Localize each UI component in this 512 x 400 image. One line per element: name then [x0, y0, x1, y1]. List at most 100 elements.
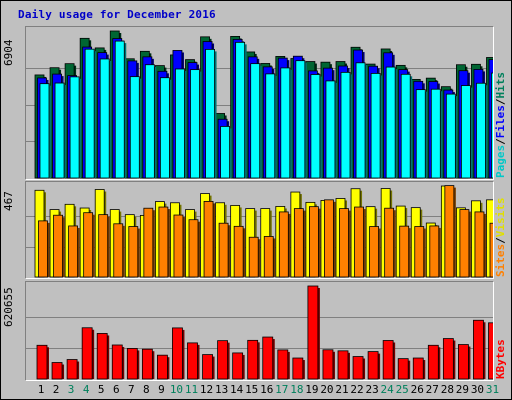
- bar-sites-day-13: [218, 222, 231, 278]
- sites-visits-panel: [25, 181, 494, 279]
- day-label: 9: [158, 383, 165, 396]
- bar-kbytes-day-1: [36, 344, 49, 380]
- bar-kbytes-day-3: [66, 359, 80, 380]
- bar-kbytes-day-4: [81, 327, 95, 380]
- bar-sites-day-2: [53, 214, 65, 278]
- bar-sites-day-22: [354, 206, 366, 278]
- bar-pages-day-12: [205, 48, 217, 179]
- bar-sites-day-26: [414, 226, 426, 278]
- day-axis: 1 2 3 4 5 6 7 8 9 10 11 12 13 14 15 16 17 18 19 20 21 22 23 24 2…: [25, 383, 499, 397]
- bar-sites-day-1: [38, 220, 50, 278]
- bar-pages-day-6: [114, 40, 127, 179]
- bar-pages-day-15: [250, 63, 262, 179]
- bar-kbytes-day-12: [202, 354, 215, 380]
- bar-sites-day-20: [324, 199, 336, 278]
- sites-visits-legend: Sites/Visits: [494, 181, 507, 278]
- legend-files: Files: [494, 105, 507, 139]
- bar-pages-day-13: [220, 126, 232, 179]
- bar-pages-day-16: [265, 73, 277, 179]
- bar-kbytes-day-31: [488, 322, 493, 380]
- day-label: 7: [127, 383, 135, 396]
- day-label: 20: [320, 383, 334, 396]
- hits-files-pages-legend: Pages/Files/Hits: [494, 26, 507, 178]
- bar-kbytes-day-15: [247, 339, 260, 380]
- legend-slash: /: [494, 98, 507, 106]
- bar-pages-day-7: [129, 76, 142, 179]
- bar-sites-day-16: [263, 236, 276, 278]
- bar-sites-day-30: [474, 211, 486, 278]
- bar-pages-day-10: [175, 68, 187, 179]
- legend-slash: /: [494, 138, 507, 145]
- bar-sites-day-18: [293, 208, 306, 278]
- day-label: 14: [230, 383, 244, 396]
- day-label: 10: [169, 383, 184, 396]
- bar-kbytes-day-23: [367, 351, 381, 380]
- bar-sites-day-4: [83, 212, 95, 278]
- day-label: 6: [112, 383, 120, 396]
- bar-pages-day-18: [295, 60, 307, 179]
- bar-kbytes-day-13: [217, 340, 230, 380]
- bar-kbytes-day-16: [262, 336, 275, 380]
- kbytes-legend: KBytes: [494, 281, 507, 379]
- bar-pages-day-20: [325, 80, 337, 179]
- day-label: 31: [485, 383, 500, 396]
- bar-kbytes-day-17: [277, 349, 290, 380]
- bar-pages-day-22: [355, 62, 368, 179]
- bar-sites-day-21: [339, 208, 351, 278]
- bar-kbytes-day-11: [187, 342, 200, 380]
- bar-sites-day-23: [369, 226, 381, 278]
- bar-pages-day-3: [69, 76, 82, 179]
- bar-pages-day-14: [235, 41, 247, 179]
- bar-pages-day-31: [491, 72, 493, 179]
- bar-kbytes-day-14: [232, 352, 245, 380]
- bar-sites-day-15: [248, 236, 261, 278]
- bar-kbytes-day-21: [337, 350, 350, 380]
- bar-pages-day-17: [280, 67, 292, 179]
- day-label: 4: [82, 383, 90, 396]
- bar-sites-day-19: [308, 206, 321, 278]
- day-label: 12: [199, 383, 214, 396]
- bar-kbytes-day-18: [292, 357, 305, 380]
- bar-sites-day-3: [68, 225, 80, 278]
- bar-pages-day-4: [84, 48, 97, 179]
- day-label: 3: [67, 383, 75, 396]
- legend-slash: /: [494, 237, 507, 244]
- bar-sites-day-11: [188, 219, 200, 278]
- day-label: 5: [97, 383, 105, 396]
- day-label: 21: [335, 383, 349, 396]
- day-label: 29: [455, 383, 470, 396]
- day-label: 1: [37, 383, 45, 396]
- bar-kbytes-day-22: [352, 356, 366, 380]
- bar-pages-day-26: [415, 89, 428, 179]
- day-label: 26: [410, 383, 424, 396]
- bar-pages-day-1: [39, 83, 51, 179]
- kbytes-panel: [25, 281, 494, 381]
- bar-kbytes-day-27: [427, 344, 441, 380]
- day-label: 17: [275, 383, 289, 396]
- legend-pages: Pages: [494, 144, 507, 178]
- bar-kbytes-day-26: [412, 357, 426, 380]
- bar-sites-day-24: [384, 207, 396, 278]
- sites-visits-chart: [26, 185, 493, 278]
- day-label: 11: [184, 383, 199, 396]
- day-label: 24: [380, 383, 394, 396]
- hits-files-pages-panel: [25, 26, 494, 180]
- day-label: 13: [214, 383, 229, 396]
- day-label: 30: [470, 383, 485, 396]
- bar-kbytes-day-30: [473, 319, 486, 380]
- legend-hits: Hits: [494, 72, 507, 99]
- bar-pages-day-5: [99, 58, 112, 179]
- bar-sites-day-25: [399, 225, 411, 278]
- chart-title: Daily usage for December 2016: [18, 8, 216, 21]
- bar-kbytes-day-20: [322, 349, 335, 380]
- bar-sites-day-9: [158, 206, 170, 278]
- bar-sites-day-7: [128, 226, 140, 278]
- bar-kbytes-day-19: [307, 285, 320, 380]
- day-label: 25: [395, 383, 409, 396]
- day-label: 27: [425, 383, 439, 396]
- bar-sites-day-28: [444, 185, 456, 278]
- bar-sites-day-31: [489, 222, 493, 278]
- legend-visits: Visits: [494, 197, 507, 238]
- bar-pages-day-8: [144, 64, 157, 179]
- bar-kbytes-day-29: [457, 344, 471, 380]
